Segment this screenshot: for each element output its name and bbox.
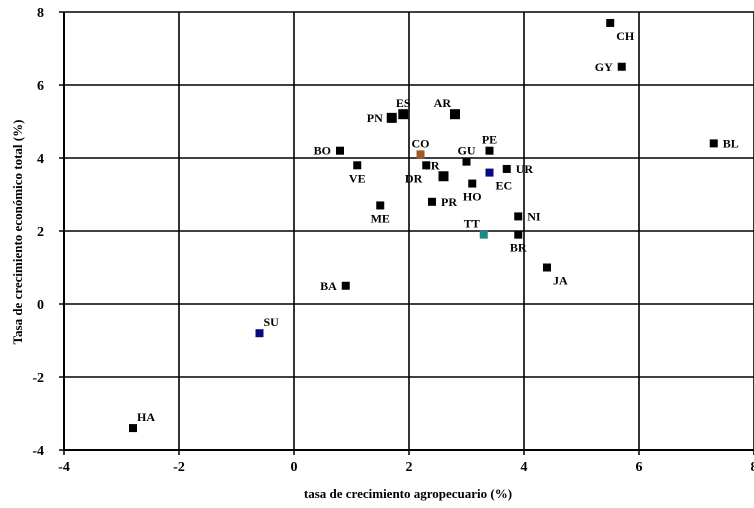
- data-point-ja: [543, 263, 551, 272]
- data-point-me: [376, 201, 385, 210]
- x-tick-label: -2: [173, 460, 185, 475]
- data-points: [129, 18, 718, 433]
- y-tick-label: 4: [37, 152, 44, 167]
- x-tick-label: -4: [58, 460, 70, 475]
- data-label-ve: VE: [349, 171, 366, 185]
- x-axis-label: tasa de crecimiento agropecuario (%): [304, 486, 512, 501]
- data-point-ch: [606, 18, 615, 27]
- data-label-ar: AR: [434, 96, 452, 110]
- grid: [63, 11, 754, 451]
- y-tick-label: 8: [37, 6, 44, 21]
- data-point-su: [255, 329, 264, 338]
- x-tick-label: 4: [521, 460, 528, 475]
- data-label-cr: CR: [422, 158, 440, 172]
- data-label-gy: GY: [595, 60, 613, 74]
- data-label-pr: PR: [441, 195, 457, 209]
- data-point-pr: [428, 197, 436, 206]
- x-tick-label: 6: [636, 460, 643, 475]
- data-label-bl: BL: [723, 136, 739, 150]
- x-tick-label: 8: [751, 460, 754, 475]
- y-tick-label: 0: [37, 298, 44, 313]
- data-label-bo: BO: [314, 144, 331, 158]
- tick-labels: -4 -2 0 2 4 6 8 -4 -2 0 2 4 6 8: [32, 6, 754, 475]
- data-point-ha: [129, 424, 137, 433]
- x-tick-label: 2: [406, 460, 413, 475]
- data-point-ar: [450, 109, 460, 120]
- y-tick-label: -2: [32, 371, 44, 386]
- data-label-es: ES: [396, 96, 411, 110]
- data-label-ni: NI: [527, 209, 541, 223]
- data-label-ha: HA: [137, 410, 155, 424]
- data-point-bl: [709, 139, 718, 148]
- data-label-ja: JA: [553, 274, 568, 288]
- data-point-pn: [386, 112, 397, 123]
- data-label-ho: HO: [463, 190, 482, 204]
- y-axis-label: Tasa de crecimiento económico total (%): [10, 120, 25, 345]
- y-tick-label: 6: [37, 79, 44, 94]
- data-point-ve: [353, 161, 362, 170]
- data-point-dr: [422, 161, 431, 170]
- data-point-gy: [617, 62, 626, 71]
- data-point-tt: [479, 230, 488, 239]
- data-point-ba: [341, 281, 350, 290]
- y-tick-label: -4: [32, 444, 44, 459]
- data-point-es: [398, 109, 409, 120]
- data-point-ur: [502, 164, 511, 173]
- data-label-pe: PE: [482, 133, 497, 147]
- data-label-su: SU: [264, 315, 280, 329]
- data-label-co: CO: [412, 136, 430, 150]
- data-label-gu: GU: [458, 144, 476, 158]
- data-label-ec: EC: [496, 179, 513, 193]
- data-label-me: ME: [371, 211, 390, 225]
- data-point-pe: [485, 146, 494, 155]
- data-label-dr: DR: [405, 171, 423, 185]
- data-point-co: [416, 150, 425, 159]
- data-label-br: BR: [510, 241, 527, 255]
- data-label-ch: CH: [616, 29, 635, 43]
- data-label-ba: BA: [320, 279, 337, 293]
- data-point-ni: [514, 212, 523, 221]
- data-point-ec: [485, 168, 494, 177]
- y-tick-label: 2: [37, 225, 44, 240]
- data-point-ho: [468, 179, 477, 188]
- data-label-tt: TT: [464, 217, 480, 231]
- data-point-cr: [438, 171, 449, 182]
- data-point-gu: [462, 157, 471, 166]
- data-label-pn: PN: [367, 111, 383, 125]
- data-point-bo: [336, 146, 344, 155]
- axes: [59, 11, 754, 455]
- data-label-ur: UR: [516, 162, 534, 176]
- x-tick-label: 0: [291, 460, 298, 475]
- data-point-br: [514, 230, 523, 239]
